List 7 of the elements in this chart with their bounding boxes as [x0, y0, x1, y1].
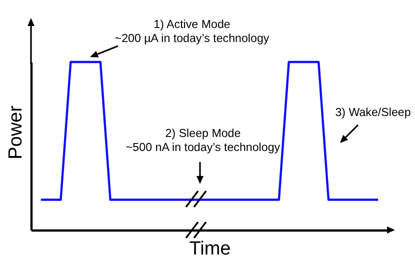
annotation: 2) Sleep Mode: [165, 127, 241, 141]
annotation: ~500 nA in today’s technology: [126, 141, 280, 155]
text: 1) Active Mode: [154, 18, 230, 32]
y-axis-title: Power: [6, 104, 26, 160]
annotation: 3) Wake/Sleep: [335, 106, 411, 120]
x-axis-title: Time: [189, 238, 231, 260]
text: ~200 µA in today’s technology: [114, 32, 270, 46]
